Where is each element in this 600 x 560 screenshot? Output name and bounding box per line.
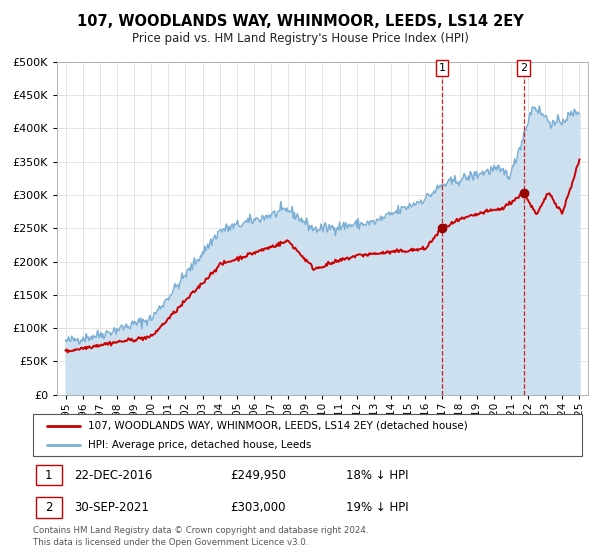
Text: 1: 1 (45, 469, 53, 482)
Text: 107, WOODLANDS WAY, WHINMOOR, LEEDS, LS14 2EY (detached house): 107, WOODLANDS WAY, WHINMOOR, LEEDS, LS1… (88, 421, 467, 431)
Text: £303,000: £303,000 (230, 501, 286, 514)
FancyBboxPatch shape (33, 414, 582, 456)
Text: 30-SEP-2021: 30-SEP-2021 (74, 501, 149, 514)
FancyBboxPatch shape (36, 465, 62, 486)
Text: 22-DEC-2016: 22-DEC-2016 (74, 469, 152, 482)
Text: 107, WOODLANDS WAY, WHINMOOR, LEEDS, LS14 2EY: 107, WOODLANDS WAY, WHINMOOR, LEEDS, LS1… (77, 14, 523, 29)
Text: 18% ↓ HPI: 18% ↓ HPI (346, 469, 409, 482)
Text: 19% ↓ HPI: 19% ↓ HPI (346, 501, 409, 514)
Text: 1: 1 (439, 63, 445, 73)
Text: Price paid vs. HM Land Registry's House Price Index (HPI): Price paid vs. HM Land Registry's House … (131, 32, 469, 45)
FancyBboxPatch shape (36, 497, 62, 517)
Text: 2: 2 (45, 501, 53, 514)
Text: £249,950: £249,950 (230, 469, 287, 482)
Text: HPI: Average price, detached house, Leeds: HPI: Average price, detached house, Leed… (88, 440, 311, 450)
Text: 2: 2 (520, 63, 527, 73)
Text: Contains HM Land Registry data © Crown copyright and database right 2024.
This d: Contains HM Land Registry data © Crown c… (33, 526, 368, 547)
